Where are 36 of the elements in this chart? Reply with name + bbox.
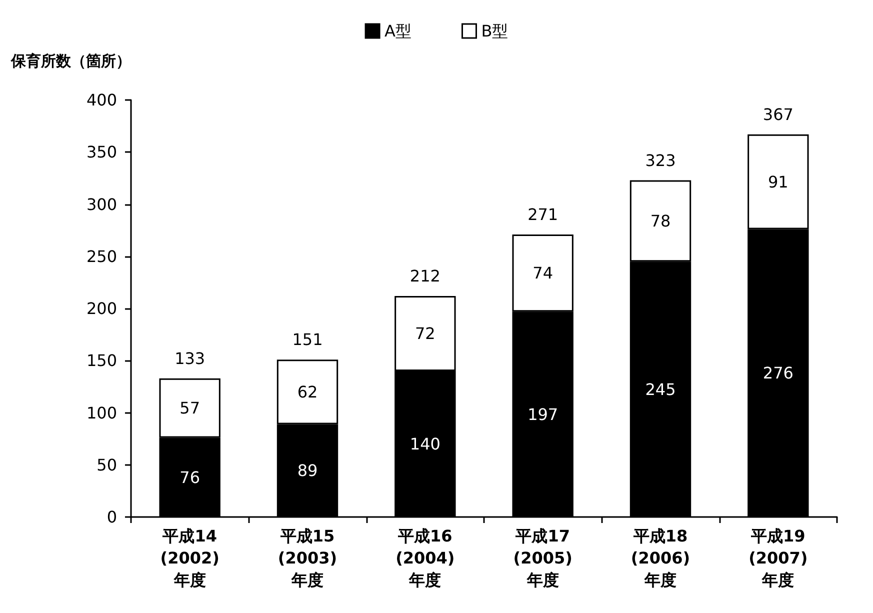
data-label: 62 xyxy=(297,382,318,402)
x-tick-label: 平成17 (2005) 年度 xyxy=(513,526,572,590)
data-label: 72 xyxy=(414,324,436,344)
data-label: 78 xyxy=(650,211,671,230)
x-tick-label: 平成16 (2004) 年度 xyxy=(396,526,455,590)
total-label: 212 xyxy=(410,266,440,286)
y-tick-label: 200 xyxy=(86,299,117,318)
data-label: 91 xyxy=(768,172,788,192)
total-label: 151 xyxy=(292,330,323,350)
data-label: 74 xyxy=(532,264,554,283)
x-tick-label: 平成14 (2002) 年度 xyxy=(160,526,220,590)
y-axis-title: 保育所数（箇所） xyxy=(10,52,131,70)
total-label: 271 xyxy=(528,204,558,224)
data-label: 57 xyxy=(180,398,200,418)
data-label: 245 xyxy=(645,380,676,399)
x-tick-label: 平成18 (2006) 年度 xyxy=(630,526,690,590)
y-tick-label: 50 xyxy=(96,455,117,474)
x-tick-label: 平成15 (2003) 年度 xyxy=(278,526,338,590)
y-tick-label: 0 xyxy=(106,508,117,526)
y-tick-label: 100 xyxy=(86,403,117,422)
legend-label: A型 xyxy=(384,22,412,40)
total-label: 133 xyxy=(174,348,206,368)
total-label: 367 xyxy=(762,104,794,124)
legend-label: B型 xyxy=(481,22,508,40)
data-label: 140 xyxy=(410,434,440,454)
y-tick-label: 400 xyxy=(86,90,117,110)
data-label: 76 xyxy=(180,468,200,487)
data-label: 276 xyxy=(762,364,794,383)
x-tick-label: 平成19 (2007) 年度 xyxy=(748,526,808,590)
data-label: 197 xyxy=(528,404,558,424)
y-tick-label: 150 xyxy=(86,351,117,370)
y-tick-label: 250 xyxy=(86,246,117,266)
y-tick-label: 300 xyxy=(86,194,117,214)
y-tick-label: 350 xyxy=(86,142,117,162)
data-label: 89 xyxy=(297,461,318,480)
total-label: 323 xyxy=(645,150,676,170)
